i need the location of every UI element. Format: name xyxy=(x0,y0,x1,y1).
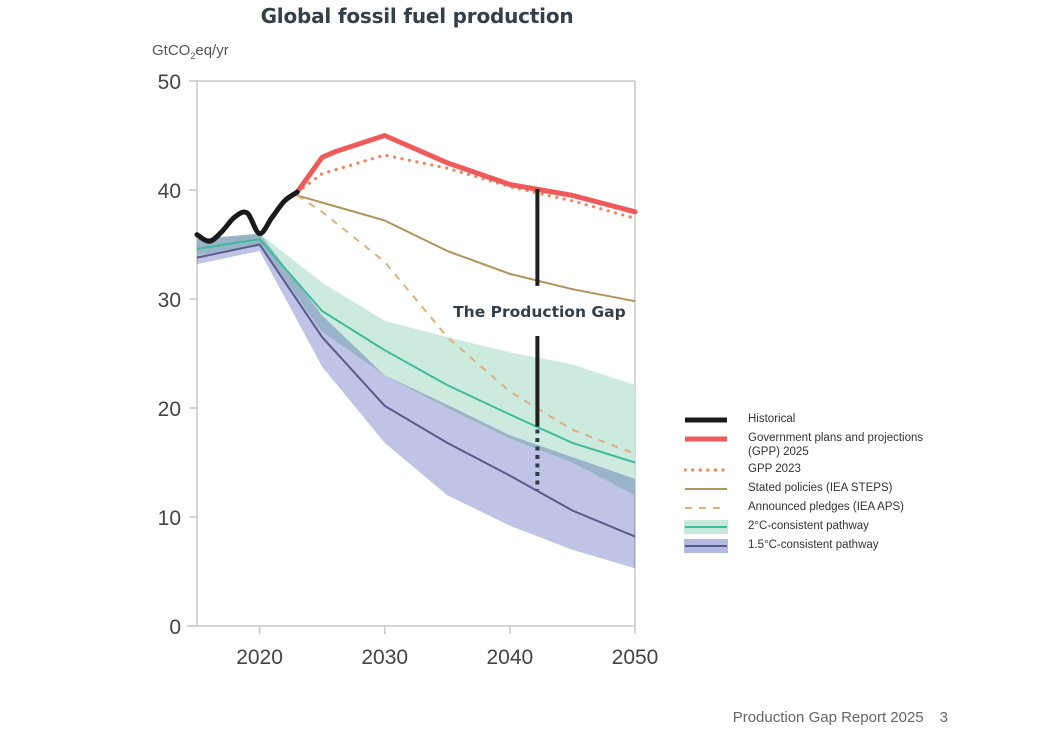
series-line-steps xyxy=(296,194,636,303)
legend-label: Announced pledges (IEA APS) xyxy=(748,501,904,513)
legend-label: Stated policies (IEA STEPS) xyxy=(748,482,893,494)
legend-label: Government plans and projections (GPP) 2… xyxy=(748,432,924,458)
legend-swatch-gpp2025 xyxy=(685,436,727,442)
legend-item-c15: 1.5°C-consistent pathway xyxy=(684,538,984,554)
series-line-historical xyxy=(194,189,300,244)
legend-swatch-c2 xyxy=(684,520,728,534)
x-tick-label: 2050 xyxy=(612,646,659,669)
y-tick-label: 30 xyxy=(158,289,181,312)
y-axis-unit-label: GtCO2eq/yr xyxy=(152,42,229,61)
legend-item-historical: Historical xyxy=(684,412,984,428)
legend-label: 1.5°C-consistent pathway xyxy=(748,539,879,551)
series-line-aps xyxy=(296,194,636,455)
legend-label: GPP 2023 xyxy=(748,463,801,475)
legend-swatch-aps xyxy=(685,507,727,509)
legend-swatch-c15 xyxy=(684,539,728,553)
series-line-c15 xyxy=(196,243,636,538)
series-line-gpp2023 xyxy=(295,153,637,220)
page-number: 3 xyxy=(939,709,948,726)
legend-item-gpp2025: Government plans and projections (GPP) 2… xyxy=(684,431,984,459)
y-tick-label: 10 xyxy=(158,507,181,530)
legend-item-aps: Announced pledges (IEA APS) xyxy=(684,500,984,516)
legend: Historical Government plans and projectio… xyxy=(684,412,984,557)
legend-item-gpp2023: GPP 2023 xyxy=(684,462,984,478)
x-tick-label: 2020 xyxy=(236,646,283,669)
chart-title: Global fossil fuel production xyxy=(260,4,574,28)
legend-swatch-steps xyxy=(685,488,727,490)
y-tick-label: 20 xyxy=(158,398,181,421)
legend-swatch-historical xyxy=(685,417,727,423)
series-line-c2 xyxy=(196,238,636,464)
legend-item-c2: 2°C-consistent pathway xyxy=(684,519,984,535)
y-tick-label: 50 xyxy=(158,71,181,94)
bands xyxy=(197,233,635,569)
annotations: The Production Gap xyxy=(453,188,626,490)
page-footer: Production Gap Report 2025 3 xyxy=(733,709,948,726)
x-tick-label: 2030 xyxy=(361,646,408,669)
series-lines xyxy=(194,133,638,538)
legend-item-steps: Stated policies (IEA STEPS) xyxy=(684,481,984,497)
y-tick-label: 40 xyxy=(158,180,181,203)
legend-swatch-gpp2023 xyxy=(684,468,728,472)
report-name: Production Gap Report 2025 xyxy=(732,709,924,726)
x-tick-label: 2040 xyxy=(486,646,533,669)
y-tick-label: 0 xyxy=(169,616,181,639)
legend-label: 2°C-consistent pathway xyxy=(748,520,869,532)
production-gap-label: The Production Gap xyxy=(453,303,626,321)
legend-label: Historical xyxy=(748,413,796,425)
series-line-gpp2025 xyxy=(294,133,638,215)
